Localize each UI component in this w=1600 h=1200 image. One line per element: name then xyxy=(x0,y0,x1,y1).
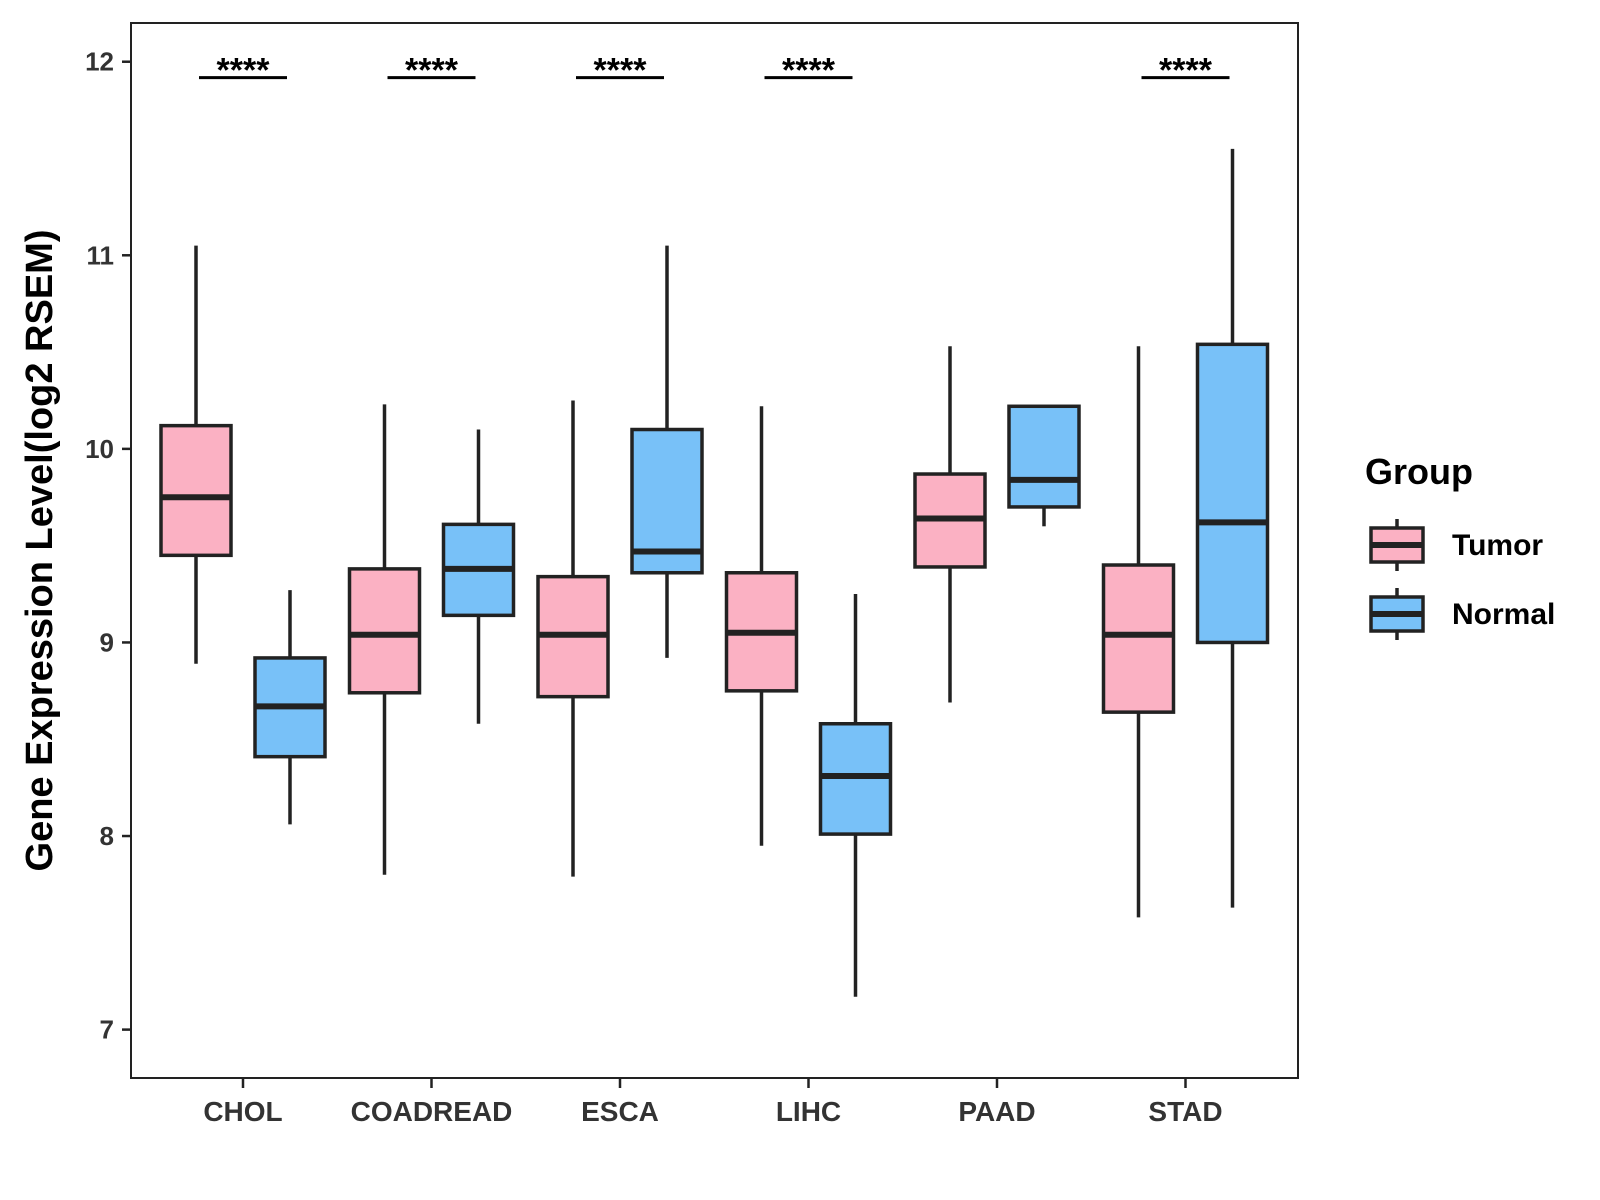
y-tick-label-8: 8 xyxy=(100,821,114,851)
box-group-normal-esca xyxy=(630,245,704,658)
box-group-normal-coadread xyxy=(441,429,516,724)
plot-area: **** **** **** **** **** xyxy=(159,52,1270,997)
box-group-normal-paad xyxy=(1007,404,1081,527)
significance-label-lihc: **** xyxy=(782,52,836,90)
significance-label-chol: **** xyxy=(217,52,271,90)
x-tick-label-esca: ESCA xyxy=(581,1096,659,1127)
axes: 7 8 9 10 11 12 Gene Expression Level(log2 RSEM… xyxy=(19,22,1299,1127)
plot-panel-border xyxy=(130,22,1299,1079)
box-group-tumor-chol xyxy=(159,245,233,664)
y-tick-label-7: 7 xyxy=(100,1015,114,1045)
y-axis-title: Gene Expression Level(log2 RSEM) xyxy=(19,230,61,872)
x-tick-label-coadread: COADREAD xyxy=(351,1096,513,1127)
significance-label-stad: **** xyxy=(1159,52,1213,90)
box-group-tumor-stad xyxy=(1101,346,1176,918)
x-tick-label-lihc: LIHC xyxy=(776,1096,841,1127)
legend-title: Group xyxy=(1365,451,1473,492)
y-tick-label-10: 10 xyxy=(85,434,114,464)
x-tick-label-stad: STAD xyxy=(1148,1096,1222,1127)
box-tumor-stad xyxy=(1101,563,1176,714)
x-tick-label-chol: CHOL xyxy=(203,1096,282,1127)
legend-label-tumor: Tumor xyxy=(1452,529,1543,562)
significance-label-esca: **** xyxy=(594,52,648,90)
box-normal-paad xyxy=(1007,404,1081,509)
box-normal-stad xyxy=(1195,342,1270,645)
x-tick-label-paad: PAAD xyxy=(958,1096,1035,1127)
y-tick-label-12: 12 xyxy=(85,47,114,77)
box-group-normal-stad xyxy=(1195,148,1270,908)
y-tick-label-11: 11 xyxy=(87,240,115,270)
y-tick-label-9: 9 xyxy=(100,627,114,657)
box-group-normal-lihc xyxy=(818,594,893,997)
box-tumor-chol xyxy=(159,423,233,558)
legend-label-normal: Normal xyxy=(1452,598,1555,631)
legend: Group Tumor Normal xyxy=(1365,451,1555,640)
box-tumor-coadread xyxy=(347,567,422,695)
box-group-tumor-esca xyxy=(536,400,610,877)
box-group-tumor-coadread xyxy=(347,404,422,875)
box-group-normal-chol xyxy=(253,590,327,825)
box-group-tumor-paad xyxy=(913,346,987,703)
box-group-tumor-lihc xyxy=(724,406,799,846)
significance-label-coadread: **** xyxy=(405,52,459,90)
